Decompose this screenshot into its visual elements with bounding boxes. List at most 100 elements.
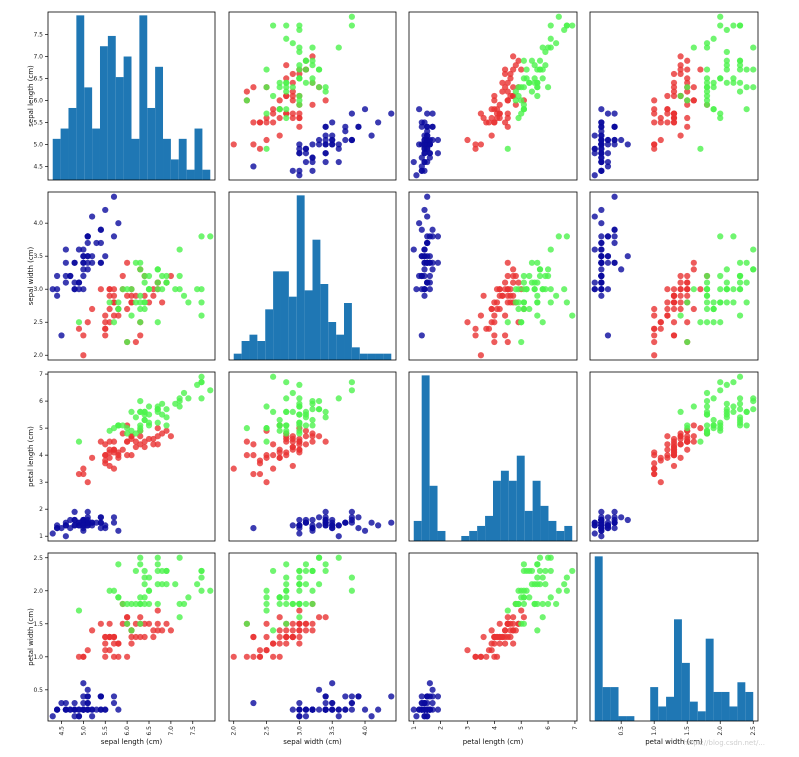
point-petal_length-vs-sepal_width-34: [302, 519, 310, 526]
point-sepal_length-vs-petal_width-69: [657, 114, 664, 122]
point-sepal_length-vs-sepal_width-138: [296, 97, 303, 104]
point-petal_length-vs-sepal_length-141: [163, 422, 170, 429]
point-sepal_length-vs-petal_length-120: [536, 57, 544, 64]
point-sepal_length-vs-petal_width-41: [604, 163, 612, 170]
point-sepal_length-vs-petal_width-121: [717, 114, 724, 122]
point-petal_length-vs-sepal_length-149: [119, 422, 126, 429]
point-sepal_width-vs-sepal_length-73: [128, 299, 135, 306]
point-petal_width-vs-sepal_length-58: [150, 633, 157, 641]
point-petal_length-vs-sepal_length-120: [163, 406, 170, 413]
hist-bar-sepal_width-9: [304, 290, 313, 360]
point-sepal_width-vs-petal_length-52: [515, 279, 522, 286]
point-sepal_length-vs-sepal_width-143: [309, 62, 316, 69]
hist-bar-sepal_length-19: [202, 169, 211, 180]
hist-bar-sepal_length-8: [115, 77, 124, 180]
point-sepal_length-vs-petal_length-43: [426, 141, 433, 148]
point-sepal_width-vs-petal_length-126: [512, 299, 519, 306]
point-sepal_width-vs-petal_length-90: [501, 312, 509, 319]
point-petal_length-vs-sepal_width-81: [256, 460, 264, 467]
point-sepal_width-vs-sepal_length-103: [137, 292, 144, 299]
point-petal_length-vs-sepal_width-95: [296, 446, 303, 453]
point-sepal_length-vs-petal_length-104: [539, 75, 546, 82]
point-petal_width-vs-sepal_length-71: [128, 633, 135, 641]
point-sepal_width-vs-sepal_length-25: [80, 286, 87, 293]
point-sepal_width-vs-sepal_length-99: [110, 299, 118, 306]
point-petal_length-vs-sepal_length-118: [198, 373, 205, 380]
point-petal_length-vs-sepal_width-126: [283, 430, 290, 437]
point-petal_length-vs-sepal_width-37: [335, 522, 342, 529]
point-petal_width-vs-petal_length-104: [539, 574, 546, 581]
y-tick-label-sepal_width-2: 3.0: [33, 286, 43, 293]
point-petal_width-vs-sepal_length-126: [132, 600, 139, 608]
point-petal_length-vs-petal_width-59: [677, 454, 684, 461]
point-sepal_width-vs-petal_length-140: [534, 279, 541, 286]
point-petal_width-vs-sepal_width-110: [309, 587, 316, 594]
x-tick-label-sepal_length-0: 4.5: [58, 726, 65, 736]
point-sepal_length-vs-petal_length-144: [536, 66, 544, 73]
point-petal_length-vs-petal_width-97: [670, 443, 678, 451]
point-petal_width-vs-sepal_width-62: [243, 653, 250, 660]
point-sepal_width-vs-petal_width-145: [736, 286, 744, 293]
point-sepal_width-vs-sepal_length-143: [159, 272, 166, 280]
point-sepal_width-vs-petal_length-63: [510, 292, 517, 299]
panel-frame: [228, 191, 397, 361]
point-sepal_width-vs-petal_width-56: [690, 266, 697, 273]
point-petal_width-vs-sepal_length-113: [110, 587, 118, 594]
point-petal_length-vs-sepal_width-14: [361, 527, 369, 534]
point-sepal_length-vs-sepal_width-122: [283, 22, 290, 29]
point-sepal_length-vs-sepal_width-64: [289, 114, 296, 122]
point-sepal_length-vs-petal_length-59: [488, 132, 495, 139]
point-petal_length-vs-sepal_width-140: [302, 408, 310, 416]
point-sepal_width-vs-petal_length-16: [418, 226, 425, 233]
point-petal_width-vs-sepal_length-125: [176, 600, 183, 608]
point-petal_width-vs-sepal_length-65: [154, 627, 161, 634]
point-sepal_length-vs-petal_length-70: [512, 101, 519, 108]
point-sepal_width-vs-petal_length-64: [480, 292, 487, 299]
point-sepal_width-vs-sepal_length-131: [207, 233, 214, 240]
point-sepal_width-vs-sepal_length-92: [115, 312, 122, 319]
point-sepal_width-vs-sepal_length-26: [80, 259, 87, 266]
point-sepal_length-vs-petal_width-104: [730, 75, 737, 82]
point-petal_length-vs-sepal_length-131: [207, 387, 214, 394]
y-tick-label-petal_width-1: 1.0: [33, 654, 43, 661]
x-tick-label-petal_length-4: 5: [518, 726, 525, 730]
point-sepal_width-vs-sepal_length-123: [137, 305, 144, 313]
point-petal_length-vs-sepal_width-103: [289, 408, 296, 416]
point-sepal_width-vs-sepal_length-135: [198, 286, 205, 293]
point-sepal_length-vs-petal_length-107: [553, 40, 560, 47]
point-petal_width-vs-sepal_width-60: [230, 653, 237, 660]
point-sepal_width-vs-sepal_length-96: [110, 292, 118, 299]
point-sepal_width-vs-petal_length-48: [424, 239, 431, 247]
point-sepal_length-vs-sepal_width-132: [283, 79, 290, 86]
point-sepal_length-vs-petal_length-62: [491, 97, 498, 104]
panel-frame: [408, 371, 578, 542]
point-petal_width-vs-sepal_length-50: [167, 627, 174, 634]
point-petal_width-vs-petal_length-144: [536, 554, 544, 561]
point-sepal_width-vs-petal_width-81: [651, 325, 658, 332]
point-sepal_length-vs-sepal_width-22: [335, 158, 342, 166]
point-petal_length-vs-sepal_length-100: [137, 398, 144, 405]
point-petal_width-vs-sepal_width-47: [309, 706, 316, 713]
panel-petal_length-vs-petal_length: [408, 371, 578, 542]
point-petal_width-vs-sepal_width-76: [283, 627, 290, 634]
point-petal_length-vs-sepal_width-131: [348, 387, 355, 394]
point-sepal_length-vs-sepal_width-103: [289, 84, 296, 91]
point-sepal_width-vs-petal_width-67: [651, 305, 658, 313]
point-sepal_width-vs-petal_length-79: [477, 312, 485, 319]
point-petal_width-vs-sepal_width-41: [250, 699, 257, 707]
point-sepal_length-vs-petal_width-77: [697, 66, 704, 73]
point-petal_length-vs-sepal_width-143: [309, 400, 316, 407]
point-sepal_length-vs-petal_length-99: [493, 110, 501, 117]
hist-bar-petal_width-19: [745, 691, 754, 721]
point-petal_width-vs-petal_length-85: [504, 614, 511, 621]
point-sepal_width-vs-petal_width-139: [723, 279, 730, 286]
point-petal_length-vs-petal_width-85: [690, 438, 697, 445]
point-petal_width-vs-petal_length-23: [429, 686, 436, 693]
point-petal_width-vs-petal_length-129: [539, 614, 546, 621]
point-sepal_length-vs-petal_length-149: [520, 101, 527, 108]
point-petal_width-vs-sepal_width-114: [283, 561, 290, 568]
point-sepal_width-vs-petal_length-40: [418, 253, 425, 260]
point-petal_length-vs-sepal_width-60: [230, 465, 237, 472]
point-sepal_length-vs-petal_width-128: [723, 79, 730, 86]
point-sepal_width-vs-petal_width-86: [684, 279, 691, 286]
